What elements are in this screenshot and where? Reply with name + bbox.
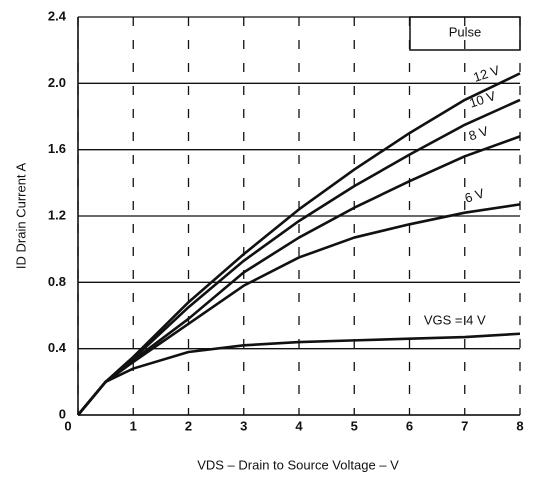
y-tick-label: 2.4 bbox=[48, 8, 67, 23]
y-tick-label: 2.0 bbox=[48, 75, 66, 90]
y-tick-label: 0 bbox=[59, 406, 66, 421]
y-tick-label: 0.4 bbox=[48, 340, 67, 355]
x-tick-label: 6 bbox=[406, 418, 413, 433]
y-tick-label: 0.8 bbox=[48, 274, 66, 289]
x-tick-label: 3 bbox=[240, 418, 247, 433]
x-tick-label: 2 bbox=[185, 418, 192, 433]
x-tick-label: 8 bbox=[516, 418, 523, 433]
y-tick-label: 1.2 bbox=[48, 207, 66, 222]
x-tick-label: 7 bbox=[461, 418, 468, 433]
annotation: Pulse bbox=[449, 24, 482, 39]
x-axis-label: VDS – Drain to Source Voltage – V bbox=[197, 457, 399, 472]
y-tick-label: 1.6 bbox=[48, 141, 66, 156]
x-tick-label: 5 bbox=[351, 418, 358, 433]
x-tick-label: 4 bbox=[295, 418, 303, 433]
series-label: 10 V bbox=[467, 88, 497, 111]
series-line bbox=[77, 203, 521, 416]
y-axis-label: ID Drain Current A bbox=[13, 163, 28, 270]
series-label: VGS = 4 V bbox=[424, 312, 486, 327]
x-tick-label: 0 bbox=[64, 418, 71, 433]
x-tick-label: 1 bbox=[130, 418, 137, 433]
series-label: 6 V bbox=[463, 185, 487, 205]
series-label: 12 V bbox=[471, 62, 501, 85]
series-label: 8 V bbox=[467, 123, 491, 143]
series-line bbox=[77, 332, 521, 416]
